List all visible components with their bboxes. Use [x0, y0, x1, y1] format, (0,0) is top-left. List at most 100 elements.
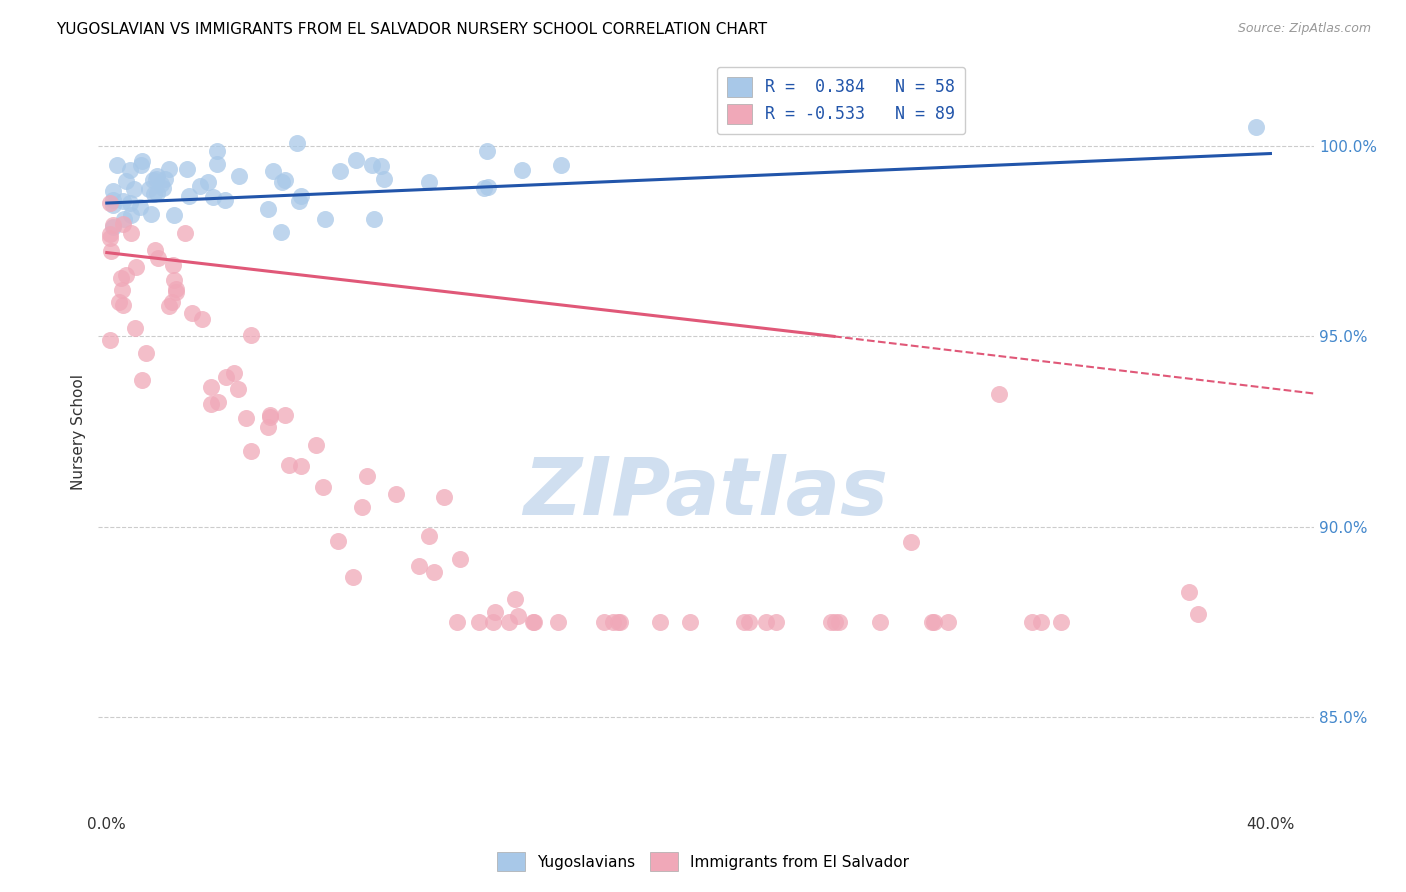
Point	[738, 615, 761, 629]
Point	[921, 615, 943, 629]
Point	[197, 175, 219, 189]
Point	[468, 615, 491, 629]
Point	[111, 298, 134, 312]
Point	[157, 162, 180, 177]
Point	[145, 172, 167, 186]
Point	[344, 153, 367, 167]
Point	[181, 305, 204, 319]
Point	[869, 615, 891, 629]
Point	[828, 615, 851, 629]
Point	[314, 211, 336, 226]
Point	[824, 615, 846, 629]
Point	[609, 615, 631, 629]
Point	[191, 311, 214, 326]
Point	[370, 159, 392, 173]
Point	[1050, 615, 1073, 629]
Point	[163, 273, 186, 287]
Point	[122, 182, 145, 196]
Point	[121, 208, 143, 222]
Point	[287, 194, 309, 208]
Point	[356, 468, 378, 483]
Point	[278, 458, 301, 473]
Point	[110, 271, 132, 285]
Point	[101, 197, 124, 211]
Point	[475, 144, 498, 158]
Point	[765, 615, 787, 629]
Point	[108, 294, 131, 309]
Point	[593, 615, 616, 629]
Point	[312, 480, 335, 494]
Point	[679, 615, 702, 629]
Point	[98, 196, 121, 211]
Point	[143, 186, 166, 201]
Point	[226, 382, 249, 396]
Point	[235, 411, 257, 425]
Legend: R =  0.384   N = 58, R = -0.533   N = 89: R = 0.384 N = 58, R = -0.533 N = 89	[717, 67, 966, 134]
Point	[259, 408, 281, 422]
Point	[214, 194, 236, 208]
Point	[418, 528, 440, 542]
Point	[207, 157, 229, 171]
Point	[111, 283, 134, 297]
Point	[1029, 615, 1052, 629]
Point	[900, 535, 922, 549]
Point	[98, 227, 121, 241]
Point	[547, 615, 569, 629]
Point	[936, 615, 959, 629]
Point	[256, 420, 278, 434]
Point	[101, 193, 124, 207]
Point	[988, 386, 1011, 401]
Point	[522, 615, 544, 629]
Point	[328, 533, 350, 548]
Point	[274, 409, 297, 423]
Point	[262, 164, 284, 178]
Point	[360, 158, 382, 172]
Point	[179, 189, 201, 203]
Y-axis label: Nursery School: Nursery School	[72, 374, 86, 490]
Point	[145, 243, 167, 257]
Point	[138, 182, 160, 196]
Point	[602, 615, 624, 629]
Point	[112, 194, 135, 209]
Point	[222, 366, 245, 380]
Point	[350, 500, 373, 514]
Point	[820, 615, 842, 629]
Point	[98, 333, 121, 347]
Point	[259, 409, 281, 424]
Point	[214, 369, 236, 384]
Point	[510, 163, 533, 178]
Point	[114, 174, 136, 188]
Point	[1187, 607, 1209, 622]
Point	[131, 153, 153, 168]
Point	[523, 615, 546, 629]
Point	[173, 226, 195, 240]
Point	[111, 217, 134, 231]
Point	[472, 180, 495, 194]
Point	[166, 285, 188, 300]
Point	[550, 158, 572, 172]
Point	[188, 179, 211, 194]
Point	[484, 605, 506, 619]
Point	[290, 189, 312, 203]
Point	[506, 609, 529, 624]
Point	[205, 145, 228, 159]
Point	[1244, 120, 1267, 134]
Point	[1178, 584, 1201, 599]
Point	[239, 328, 262, 343]
Point	[160, 295, 183, 310]
Point	[112, 211, 135, 226]
Point	[270, 226, 292, 240]
Point	[153, 171, 176, 186]
Point	[270, 175, 292, 189]
Legend: Yugoslavians, Immigrants from El Salvador: Yugoslavians, Immigrants from El Salvado…	[491, 847, 915, 877]
Point	[481, 615, 503, 629]
Point	[373, 172, 395, 186]
Point	[162, 208, 184, 222]
Point	[149, 178, 172, 192]
Point	[105, 158, 128, 172]
Text: YUGOSLAVIAN VS IMMIGRANTS FROM EL SALVADOR NURSERY SCHOOL CORRELATION CHART: YUGOSLAVIAN VS IMMIGRANTS FROM EL SALVAD…	[56, 22, 768, 37]
Point	[733, 615, 755, 629]
Point	[129, 200, 152, 214]
Point	[100, 244, 122, 258]
Point	[449, 551, 471, 566]
